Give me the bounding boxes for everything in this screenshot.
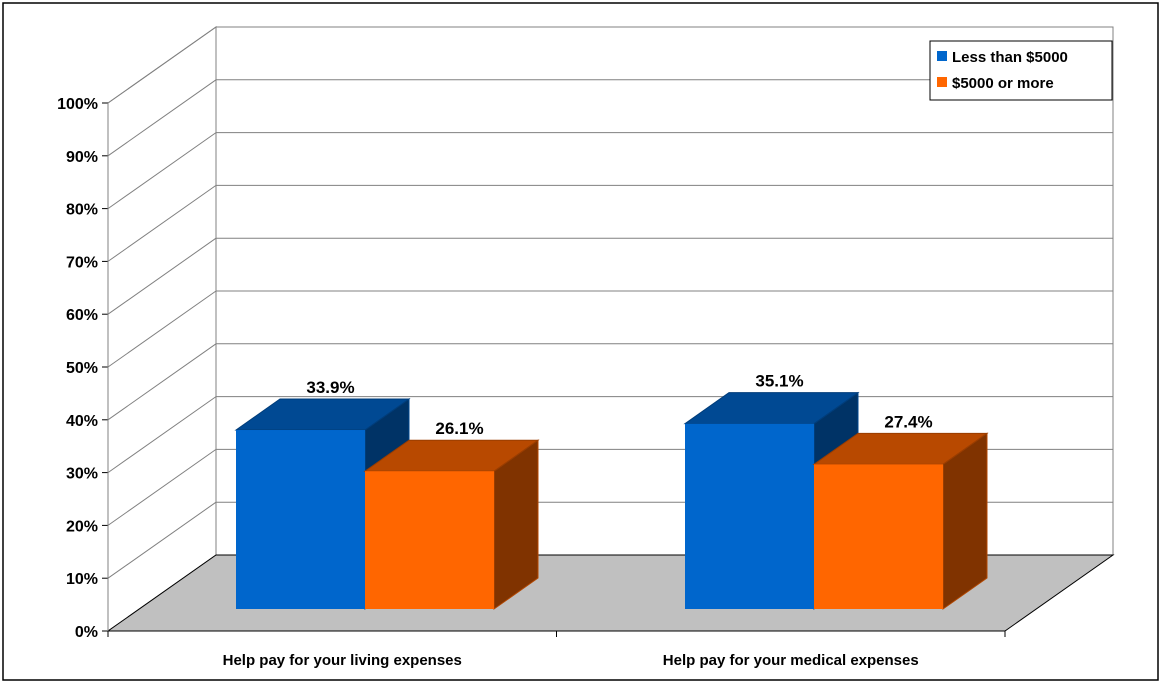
y-tick-label: 100% [57,96,98,113]
bar-front [814,464,943,609]
gridline-side [107,237,217,315]
y-tick-label: 60% [66,307,98,324]
gridline-side [107,343,217,421]
data-label: 35.1% [755,372,803,391]
y-tick-label: 80% [66,202,98,219]
legend-swatch [937,51,947,61]
bar-front [236,430,365,609]
y-tick-label: 0% [75,624,98,641]
bar-front [685,423,814,609]
legend-label: $5000 or more [952,75,1054,92]
data-label: 27.4% [884,412,932,431]
gridline-side [107,184,217,262]
legend-box [929,40,1113,101]
bar-5000-or-more [812,432,989,610]
y-tick-label: 40% [66,413,98,430]
x-category-label: Help pay for your medical expenses [663,652,919,669]
y-tick-label: 20% [66,518,98,535]
gridline-side [107,79,217,157]
gridline-side [107,448,217,526]
y-tick-label: 70% [66,254,98,271]
x-category-label: Help pay for your living expenses [223,652,462,669]
gridline-side [107,26,217,104]
legend: Less than $5000 $5000 or more [929,40,1113,101]
gridline-side [107,290,217,368]
y-tick-label: 10% [66,571,98,588]
data-label: 33.9% [306,378,354,397]
gridline-side [107,396,217,474]
gridline-side [107,132,217,210]
y-tick-label: 30% [66,466,98,483]
legend-label: Less than $5000 [952,49,1068,66]
bar-front [365,471,494,609]
bar-5000-or-more [363,439,540,610]
y-tick-label: 50% [66,360,98,377]
gridline-side [107,501,217,579]
legend-swatch [937,77,947,87]
y-tick-label: 90% [66,149,98,166]
data-label: 26.1% [435,419,483,438]
